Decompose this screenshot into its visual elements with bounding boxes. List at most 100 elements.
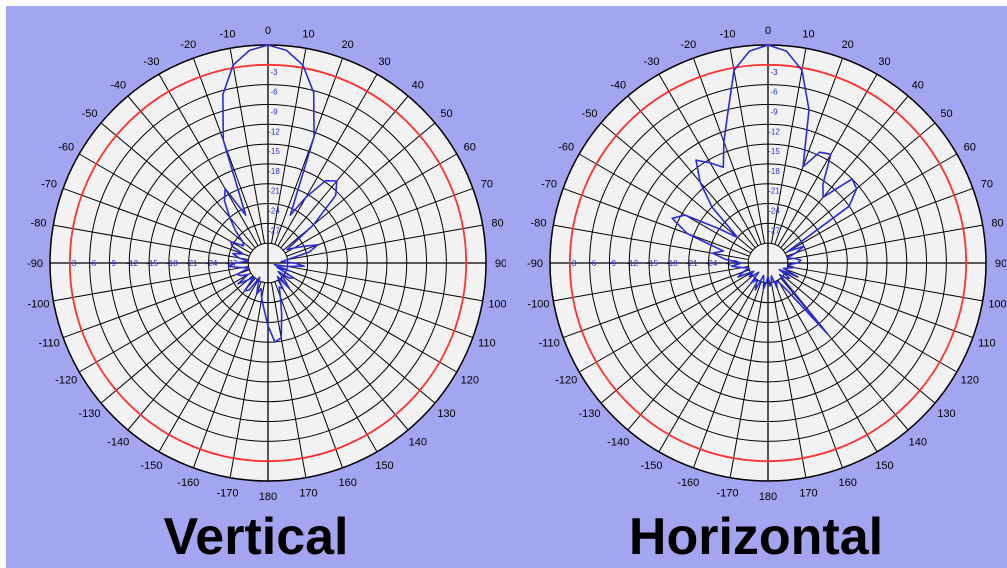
grid-spoke (282, 275, 436, 404)
angle-tick-label: 90 (495, 258, 506, 270)
angle-tick-label: -130 (78, 408, 100, 420)
angle-tick-label: -100 (27, 299, 49, 311)
horizontal-pattern-panel: -3 -3 -6 -6 -9 -9 -12 -12 -15 -15 -18 -18 -21 -21 -24-… (506, 6, 1006, 568)
grid-spoke (562, 269, 750, 339)
angle-tick-label: -10 (720, 29, 736, 41)
radial-tick-label: -24 (706, 259, 718, 268)
angle-tick-label: -50 (82, 108, 98, 120)
radial-tick-label: -27 (768, 226, 780, 235)
angle-tick-label: -150 (640, 460, 662, 472)
horizontal-caption: Horizontal (628, 508, 884, 566)
angle-tick-label: 60 (464, 142, 476, 154)
radial-tick-label: -9 (609, 259, 617, 268)
radial-tick-label: -27 (226, 259, 238, 268)
angle-tick-label: 140 (909, 437, 927, 449)
angle-tick-label: -150 (140, 460, 162, 472)
radial-tick-label: -21 (186, 259, 198, 268)
vertical-pattern-panel: -3 -3 -6 -6 -9 -9 -12 -12 -15 -15 -18 -18 -21 -21 -24-… (6, 6, 506, 568)
radial-tick-label: -6 (89, 259, 97, 268)
radial-tick-label: -3 (770, 68, 778, 77)
vertical-caption: Vertical (163, 508, 349, 566)
radial-tick-label: -18 (166, 259, 178, 268)
angle-tick-label: 20 (342, 39, 354, 51)
grid-spoke (286, 269, 474, 339)
angle-tick-label: 30 (878, 56, 890, 68)
grid-spoke (229, 282, 266, 478)
radial-tick-label: -15 (768, 147, 780, 156)
reference-circle (68, 63, 468, 463)
grid-spoke (287, 265, 483, 302)
angle-tick-label: 170 (799, 488, 817, 500)
angle-tick-label: -70 (41, 178, 57, 190)
radial-tick-label: -21 (686, 259, 698, 268)
angle-tick-label: 130 (437, 408, 455, 420)
grid-spoke (78, 272, 252, 373)
grid-spoke (780, 95, 909, 249)
grid-spoke (600, 275, 754, 404)
angle-tick-label: 10 (802, 29, 814, 41)
radial-tick-label: -15 (646, 259, 658, 268)
angle-tick-label: -20 (180, 39, 196, 51)
angle-tick-label: 40 (912, 80, 924, 92)
grid-spoke (784, 272, 958, 373)
grid-spoke (600, 122, 754, 251)
angle-tick-label: -100 (527, 299, 549, 311)
grid-spoke (78, 153, 252, 254)
angle-tick-label: -160 (677, 477, 699, 489)
angle-tick-label: 110 (478, 338, 496, 350)
angle-tick-label: -140 (607, 437, 629, 449)
angle-tick-label: 90 (995, 258, 1006, 270)
radial-tick-label: -15 (146, 259, 158, 268)
grid-spoke (627, 95, 756, 249)
pattern-trace (222, 44, 338, 343)
radial-tick-label: -9 (109, 259, 117, 268)
angle-tick-label: -130 (578, 408, 600, 420)
horizontal-polar-chart: -3-3-6-6-9-9-12-12-15-15-18-18-21-21-24-… (527, 25, 1006, 503)
grid-spoke (578, 272, 752, 373)
angle-tick-label: 170 (299, 488, 317, 500)
grid-spoke (562, 187, 750, 257)
grid-spoke (284, 153, 458, 254)
angle-tick-label: 0 (265, 25, 271, 37)
grid-spoke (280, 277, 409, 431)
radial-tick-label: -3 (69, 259, 77, 268)
angle-tick-label: -110 (538, 338, 559, 350)
radial-tick-label: -6 (270, 88, 278, 97)
pattern-trace (671, 44, 858, 335)
radial-tick-label: -6 (770, 88, 778, 97)
grid-spoke (127, 95, 256, 249)
angle-tick-label: -60 (58, 142, 74, 154)
grid-spoke (729, 48, 766, 244)
grid-spoke (770, 48, 807, 244)
angle-tick-label: -50 (582, 108, 598, 120)
grid-spoke (627, 277, 756, 431)
angle-tick-label: -70 (541, 178, 557, 190)
angle-tick-label: -120 (55, 375, 77, 387)
angle-tick-label: -80 (531, 218, 547, 230)
grid-spoke (158, 279, 259, 453)
angle-tick-label: -120 (555, 375, 577, 387)
grid-spoke (274, 281, 344, 469)
grid-spoke (229, 48, 266, 244)
radial-tick-label: -18 (666, 259, 678, 268)
angle-tick-label: 80 (491, 218, 503, 230)
radial-tick-label: -12 (126, 259, 138, 268)
radial-tick-label: -24 (206, 259, 218, 268)
angle-tick-label: 0 (765, 25, 771, 37)
angle-tick-label: -80 (31, 218, 47, 230)
grid-spoke (277, 73, 378, 247)
radial-tick-label: -12 (268, 127, 280, 136)
radial-tick-label: -18 (768, 167, 780, 176)
reference-circle (568, 63, 968, 463)
angle-tick-label: -90 (27, 258, 43, 270)
angle-tick-label: 150 (375, 460, 393, 472)
grid-spoke (270, 48, 307, 244)
grid-spoke (284, 272, 458, 373)
grid-spoke (777, 73, 878, 247)
angle-tick-label: 50 (440, 108, 452, 120)
radial-tick-label: -12 (626, 259, 638, 268)
grid-spoke (774, 57, 844, 245)
grid-spoke (658, 73, 759, 247)
angle-tick-label: 150 (875, 460, 893, 472)
grid-spoke (782, 275, 936, 404)
